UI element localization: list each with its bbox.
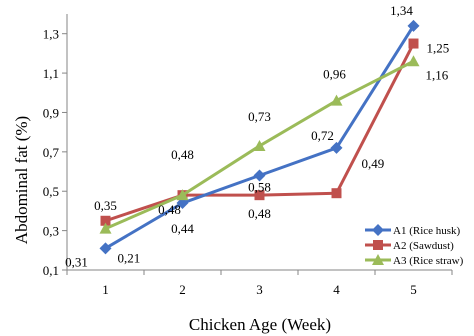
data-label: 1,25	[427, 41, 450, 56]
data-label: 1,34	[390, 3, 413, 18]
data-label: 1,16	[426, 67, 449, 82]
data-label: 0,21	[118, 250, 141, 265]
legend-label: A1 (Rice husk)	[393, 225, 461, 237]
legend-label: A2 (Sawdust)	[393, 240, 454, 252]
data-label: 0,58	[248, 179, 271, 194]
y-tick-label: 0,3	[43, 224, 59, 239]
data-label: 0,44	[171, 221, 194, 236]
y-tick-label: 1,3	[43, 27, 59, 42]
triangle-marker	[99, 222, 112, 234]
x-tick-label: 3	[256, 282, 263, 297]
triangle-marker	[407, 55, 420, 67]
diamond-marker	[253, 169, 266, 182]
square-marker	[254, 190, 265, 201]
series-1	[99, 19, 420, 255]
x-tick-label: 5	[410, 282, 417, 297]
y-axis-label: Abdominal fat (%)	[12, 116, 31, 244]
data-label: 0,73	[248, 109, 271, 124]
legend-item-2: A2 (Sawdust)	[365, 240, 454, 252]
triangle-marker	[372, 254, 384, 265]
series-2	[100, 38, 419, 226]
y-tick-label: 0,9	[43, 105, 59, 120]
data-label: 0,49	[362, 156, 385, 171]
triangle-marker	[330, 94, 343, 106]
y-tick-label: 1,1	[43, 66, 59, 81]
triangle-marker	[253, 139, 266, 151]
legend: A1 (Rice husk) A2 (Sawdust) A3 (Rice straw…	[365, 224, 464, 267]
diamond-marker	[330, 141, 343, 154]
x-tick-label: 4	[333, 282, 340, 297]
square-marker	[373, 240, 383, 250]
x-tick-label: 2	[179, 282, 186, 297]
data-label: 0,96	[323, 67, 346, 82]
legend-item-3: A3 (Rice straw)	[365, 254, 464, 267]
axes: 0,1 0,3 0,5 0,7 0,9 1,1 1,3 1 2 3 4 5	[43, 14, 453, 297]
square-marker	[408, 38, 419, 49]
square-marker	[331, 188, 342, 199]
data-label: 0,48	[171, 147, 194, 162]
series-layer	[99, 19, 420, 255]
data-label: 0,48	[158, 202, 181, 217]
data-label: 0,31	[65, 255, 88, 270]
x-tick-label: 1	[102, 282, 109, 297]
diamond-marker	[99, 242, 112, 255]
series-3	[99, 55, 420, 234]
y-tick-label: 0,1	[43, 263, 59, 278]
data-labels: 0,21 0,44 0,58 0,72 1,34 0,35 0,48 0,48 0,49 1,25…	[65, 3, 449, 270]
legend-label: A3 (Rice straw)	[393, 255, 464, 267]
y-tick-label: 0,5	[43, 184, 59, 199]
y-tick-label: 0,7	[43, 145, 60, 160]
legend-item-1: A1 (Rice husk)	[365, 224, 461, 237]
square-marker	[100, 215, 111, 226]
diamond-marker	[407, 19, 420, 32]
diamond-marker	[372, 224, 384, 236]
data-label: 0,35	[94, 198, 117, 213]
triangle-marker	[176, 189, 189, 201]
x-axis-label: Chicken Age (Week)	[189, 315, 331, 334]
data-label: 0,72	[311, 128, 334, 143]
data-label: 0,48	[248, 206, 271, 221]
